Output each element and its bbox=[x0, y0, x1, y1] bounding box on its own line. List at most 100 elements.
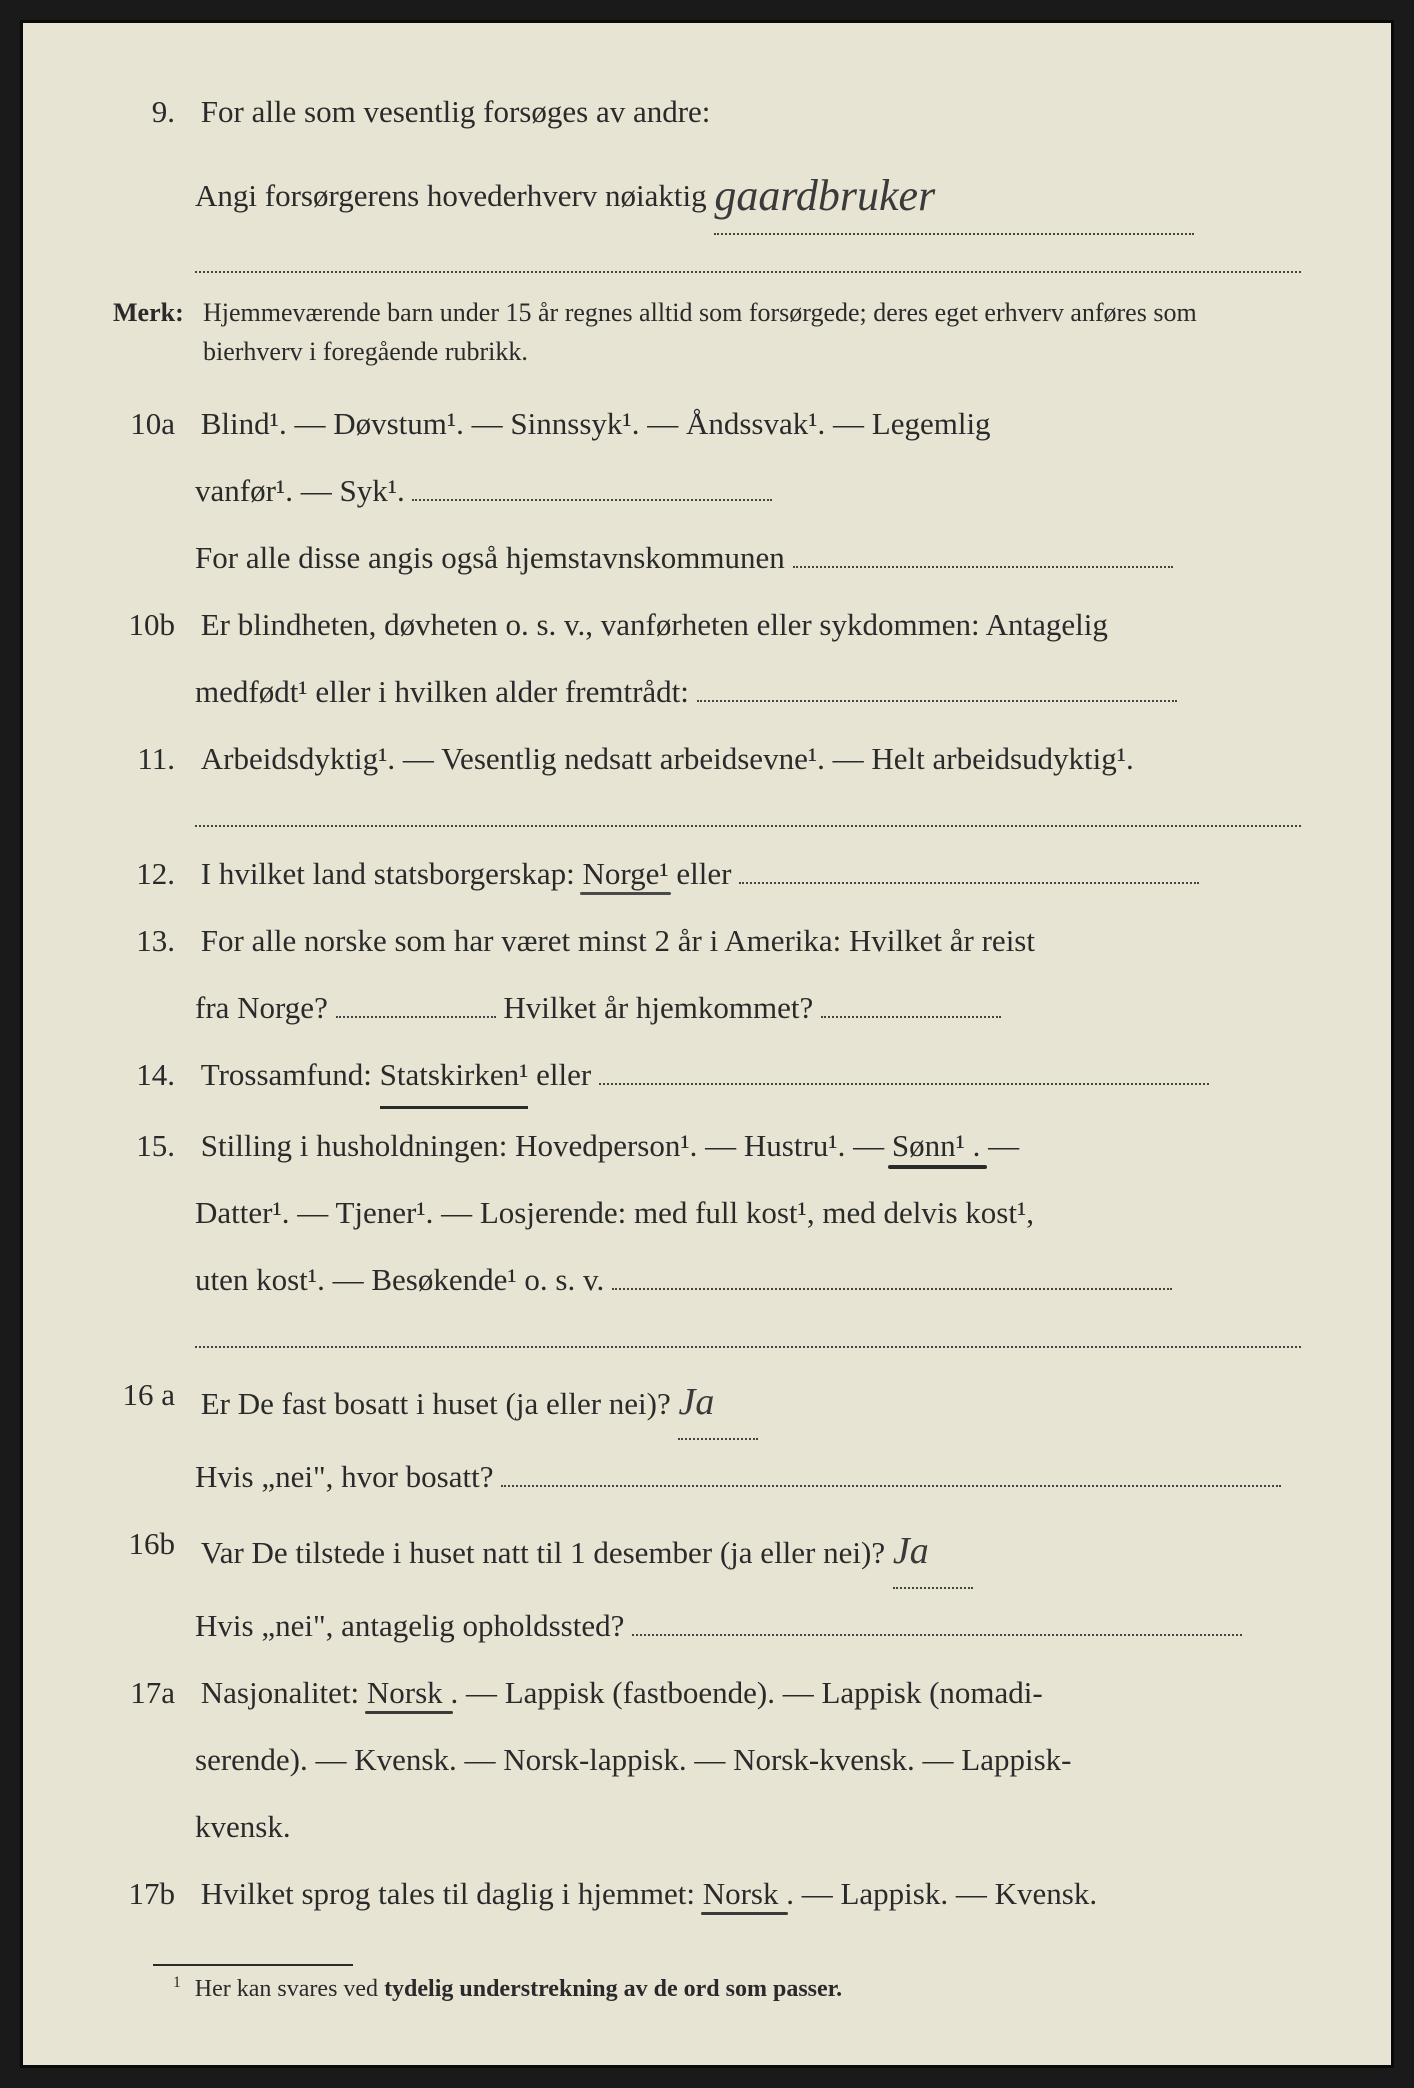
q16b-number: 16b bbox=[113, 1515, 193, 1574]
q10a-text3: For alle disse angis også hjemstavnskomm… bbox=[195, 540, 785, 575]
q13-text1: For alle norske som har været minst 2 år… bbox=[201, 912, 1299, 971]
q17a-pre: Nasjonalitet: bbox=[201, 1675, 367, 1710]
q12-number: 12. bbox=[113, 845, 193, 904]
footnote: 1 Her kan svares ved tydelig understrekn… bbox=[113, 1974, 1301, 2003]
q16a-line1: 16 a Er De fast bosatt i huset (ja eller… bbox=[113, 1366, 1301, 1440]
q11-line: 11. Arbeidsdyktig¹. — Vesentlig nedsatt … bbox=[113, 730, 1301, 789]
q11-text: Arbeidsdyktig¹. — Vesentlig nedsatt arbe… bbox=[201, 730, 1299, 789]
q10b-text2: medfødt¹ eller i hvilken alder fremtrådt… bbox=[195, 674, 689, 709]
q17a-number: 17a bbox=[113, 1664, 193, 1723]
q16b-content1: Var De tilstede i huset natt til 1 desem… bbox=[201, 1515, 1299, 1589]
q15-post: . — bbox=[973, 1128, 1020, 1163]
q17a-line2: serende). — Kvensk. — Norsk-lappisk. — N… bbox=[113, 1731, 1301, 1790]
q9-answer-line: gaardbruker bbox=[714, 150, 1194, 236]
q15-blank bbox=[612, 1288, 1172, 1290]
q14-line: 14. Trossamfund: Statskirken¹ eller bbox=[113, 1046, 1301, 1110]
q14-content: Trossamfund: Statskirken¹ eller bbox=[201, 1046, 1299, 1110]
merk-text: Hjemmeværende barn under 15 år regnes al… bbox=[203, 293, 1301, 371]
q16b-line2: Hvis „nei", antagelig opholdssted? bbox=[113, 1597, 1301, 1656]
q16a-answer-line: Ja bbox=[678, 1366, 758, 1440]
q10a-line1: 10a Blind¹. — Døvstum¹. — Sinnssyk¹. — Å… bbox=[113, 395, 1301, 454]
q17b-pre: Hvilket sprog tales til daglig i hjemmet… bbox=[201, 1876, 703, 1911]
q16a-answer: Ja bbox=[678, 1381, 714, 1423]
q12-answer: Norge¹ bbox=[582, 856, 668, 891]
footnote-text: Her kan svares ved tydelig understreknin… bbox=[195, 1976, 842, 2002]
q16b-answer: Ja bbox=[893, 1530, 929, 1572]
q16a-number: 16 a bbox=[113, 1366, 193, 1425]
q17b-content: Hvilket sprog tales til daglig i hjemmet… bbox=[201, 1865, 1299, 1924]
q9-text1: For alle som vesentlig forsøges av andre… bbox=[201, 83, 1299, 142]
q17a-answer: Norsk bbox=[367, 1675, 443, 1710]
q15-line3: uten kost¹. — Besøkende¹ o. s. v. bbox=[113, 1251, 1301, 1310]
q10b-line1: 10b Er blindheten, døvheten o. s. v., va… bbox=[113, 596, 1301, 655]
q10b-blank bbox=[697, 700, 1177, 702]
q10a-number: 10a bbox=[113, 395, 193, 454]
q9-number: 9. bbox=[113, 83, 193, 142]
q12-blank bbox=[739, 882, 1199, 884]
q17b-line: 17b Hvilket sprog tales til daglig i hje… bbox=[113, 1865, 1301, 1924]
q16a-content1: Er De fast bosatt i huset (ja eller nei)… bbox=[201, 1366, 1299, 1440]
q16a-text2: Hvis „nei", hvor bosatt? bbox=[195, 1459, 493, 1494]
footnote-rule bbox=[153, 1964, 353, 1966]
q15-answer: Sønn¹ bbox=[892, 1128, 965, 1163]
q17b-answer: Norsk bbox=[703, 1876, 779, 1911]
q10b-line2: medfødt¹ eller i hvilken alder fremtrådt… bbox=[113, 663, 1301, 722]
q17a-line3: kvensk. bbox=[113, 1798, 1301, 1857]
q16a-pre: Er De fast bosatt i huset (ja eller nei)… bbox=[201, 1386, 671, 1421]
footnote-marker: 1 bbox=[173, 1974, 181, 1991]
q16b-answer-line: Ja bbox=[893, 1515, 973, 1589]
q13-number: 13. bbox=[113, 912, 193, 971]
q13-line2: fra Norge? Hvilket år hjemkommet? bbox=[113, 979, 1301, 1038]
q17b-number: 17b bbox=[113, 1865, 193, 1924]
merk-row: Merk: Hjemmeværende barn under 15 år reg… bbox=[113, 293, 1301, 371]
q10a-opts2: vanfør¹. — Syk¹. bbox=[195, 473, 405, 508]
q14-number: 14. bbox=[113, 1046, 193, 1105]
q14-post: eller bbox=[536, 1057, 591, 1092]
q12-line: 12. I hvilket land statsborgerskap: Norg… bbox=[113, 845, 1301, 904]
q16a-line2: Hvis „nei", hvor bosatt? bbox=[113, 1448, 1301, 1507]
q9-blank-line bbox=[195, 245, 1301, 273]
q11-blank-line bbox=[195, 799, 1301, 827]
q10a-line2: vanfør¹. — Syk¹. bbox=[113, 462, 1301, 521]
q10b-number: 10b bbox=[113, 596, 193, 655]
q15-line1: 15. Stilling i husholdningen: Hovedperso… bbox=[113, 1117, 1301, 1176]
q17b-post: . — Lappisk. — Kvensk. bbox=[786, 1876, 1097, 1911]
q14-answer: Statskirken¹ bbox=[380, 1046, 529, 1110]
q15-pre: Stilling i husholdningen: Hovedperson¹. … bbox=[201, 1128, 892, 1163]
q17a-text2: serende). — Kvensk. — Norsk-lappisk. — N… bbox=[195, 1742, 1071, 1777]
merk-label: Merk: bbox=[113, 293, 203, 371]
q16b-text2: Hvis „nei", antagelig opholdssted? bbox=[195, 1608, 624, 1643]
q12-content: I hvilket land statsborgerskap: Norge¹ e… bbox=[201, 845, 1299, 904]
q11-number: 11. bbox=[113, 730, 193, 789]
q15-content1: Stilling i husholdningen: Hovedperson¹. … bbox=[201, 1117, 1299, 1176]
q10a-line3: For alle disse angis også hjemstavnskomm… bbox=[113, 529, 1301, 588]
q13-blank2 bbox=[821, 1016, 1001, 1018]
q14-blank bbox=[599, 1083, 1209, 1085]
q15-blank-line bbox=[195, 1320, 1301, 1348]
q15-text2: Datter¹. — Tjener¹. — Losjerende: med fu… bbox=[195, 1195, 1034, 1230]
q17a-post: . — Lappisk (fastboende). — Lappisk (nom… bbox=[450, 1675, 1042, 1710]
q12-pre: I hvilket land statsborgerskap: bbox=[201, 856, 583, 891]
q10a-opts: Blind¹. — Døvstum¹. — Sinnssyk¹. — Åndss… bbox=[201, 395, 1299, 454]
q9-text2: Angi forsørgerens hovederhverv nøiaktig bbox=[195, 178, 707, 213]
q17a-text3: kvensk. bbox=[195, 1809, 291, 1844]
q17a-line1: 17a Nasjonalitet: Norsk . — Lappisk (fas… bbox=[113, 1664, 1301, 1723]
q17a-content1: Nasjonalitet: Norsk . — Lappisk (fastboe… bbox=[201, 1664, 1299, 1723]
document-page: 9. For alle som vesentlig forsøges av an… bbox=[20, 20, 1394, 2068]
q16b-pre: Var De tilstede i huset natt til 1 desem… bbox=[201, 1535, 885, 1570]
q9-answer: gaardbruker bbox=[714, 171, 935, 220]
q16a-blank bbox=[501, 1485, 1281, 1487]
q13-blank1 bbox=[336, 1016, 496, 1018]
q10a-blank1 bbox=[412, 499, 772, 501]
q10a-blank2 bbox=[793, 566, 1173, 568]
q14-pre: Trossamfund: bbox=[201, 1057, 380, 1092]
q16b-blank bbox=[632, 1634, 1242, 1636]
q12-post: eller bbox=[676, 856, 731, 891]
q15-line2: Datter¹. — Tjener¹. — Losjerende: med fu… bbox=[113, 1184, 1301, 1243]
q9-line1: 9. For alle som vesentlig forsøges av an… bbox=[113, 83, 1301, 142]
q13-text2a: fra Norge? bbox=[195, 990, 328, 1025]
q13-line1: 13. For alle norske som har været minst … bbox=[113, 912, 1301, 971]
q9-line2: Angi forsørgerens hovederhverv nøiaktig … bbox=[113, 150, 1301, 236]
q13-text2b: Hvilket år hjemkommet? bbox=[503, 990, 813, 1025]
q10b-text1: Er blindheten, døvheten o. s. v., vanfør… bbox=[201, 596, 1299, 655]
